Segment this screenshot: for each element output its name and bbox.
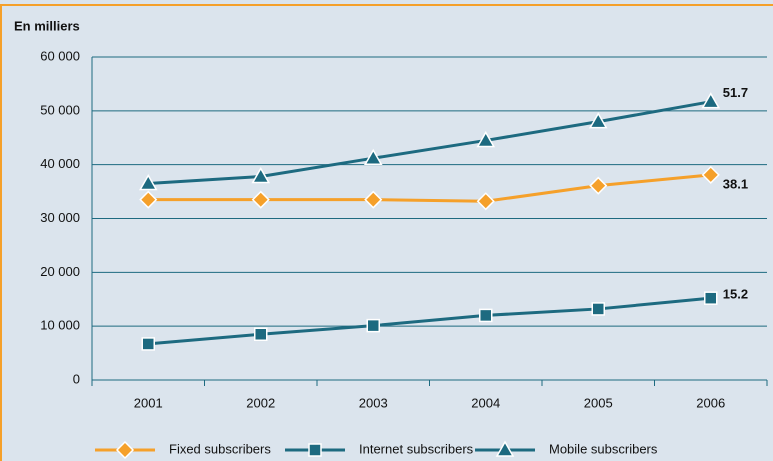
marker bbox=[701, 165, 720, 184]
y-tick-label: 10 000 bbox=[40, 318, 80, 333]
x-tick-label: 2002 bbox=[246, 395, 275, 410]
marker bbox=[701, 92, 721, 109]
series-line bbox=[148, 173, 711, 203]
legend-label: Fixed subscribers bbox=[169, 441, 271, 456]
legend-label: Internet subscribers bbox=[359, 441, 474, 456]
marker bbox=[308, 443, 322, 457]
y-tick-label: 50 000 bbox=[40, 102, 80, 117]
marker bbox=[366, 318, 380, 333]
marker bbox=[251, 190, 270, 209]
y-tick-label: 40 000 bbox=[40, 156, 80, 171]
series-line bbox=[148, 296, 711, 346]
marker bbox=[495, 440, 515, 457]
marker bbox=[589, 176, 608, 195]
marker bbox=[141, 337, 155, 351]
marker bbox=[254, 327, 268, 341]
marker bbox=[364, 190, 383, 209]
marker bbox=[591, 302, 605, 316]
x-tick-label: 2004 bbox=[471, 395, 500, 410]
marker bbox=[476, 192, 495, 211]
marker bbox=[115, 440, 135, 460]
legend-label: Mobile subscribers bbox=[549, 441, 658, 456]
marker bbox=[476, 130, 496, 148]
data-label: 38.1 bbox=[723, 176, 748, 191]
y-tick-label: 30 000 bbox=[40, 210, 80, 225]
y-tick-label: 0 bbox=[73, 371, 80, 386]
y-axis-title: En milliers bbox=[14, 18, 80, 33]
y-tick-label: 20 000 bbox=[40, 264, 80, 279]
marker bbox=[588, 112, 608, 129]
x-tick-label: 2006 bbox=[696, 395, 725, 410]
marker bbox=[704, 291, 718, 305]
marker bbox=[139, 190, 158, 209]
marker bbox=[251, 166, 271, 184]
x-tick-label: 2001 bbox=[134, 395, 163, 410]
data-label: 51.7 bbox=[723, 85, 748, 100]
marker bbox=[363, 148, 383, 165]
x-tick-label: 2003 bbox=[359, 395, 388, 410]
x-tick-label: 2005 bbox=[584, 395, 613, 410]
marker bbox=[479, 308, 493, 323]
data-label: 15.2 bbox=[723, 287, 748, 302]
series-line bbox=[148, 100, 712, 186]
marker bbox=[138, 173, 158, 191]
y-tick-label: 60 000 bbox=[40, 48, 80, 63]
